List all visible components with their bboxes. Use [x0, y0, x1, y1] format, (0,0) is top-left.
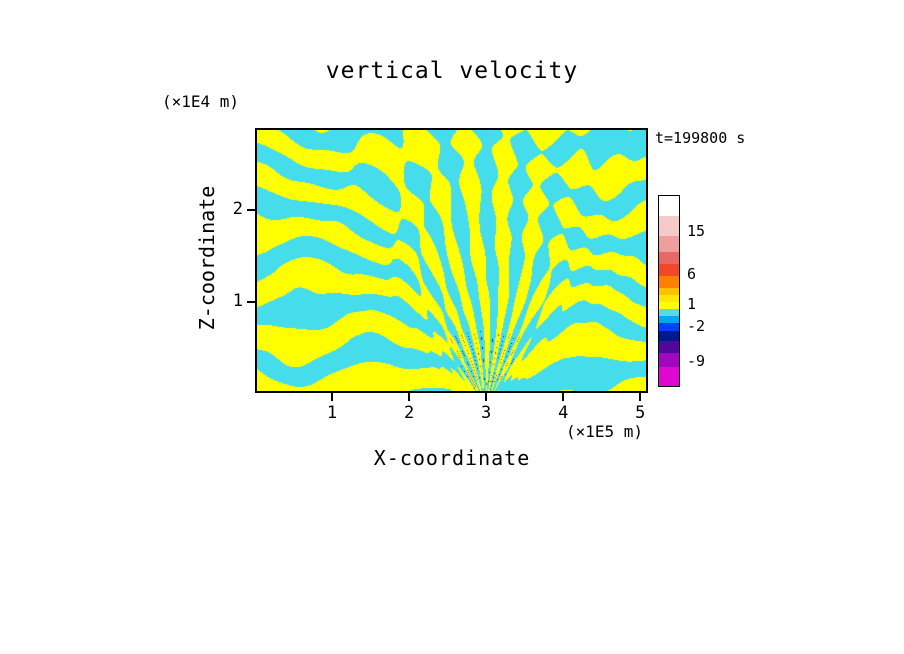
x-tick-mark — [331, 393, 334, 401]
colorbar-segment — [659, 264, 679, 276]
colorbar-segment — [659, 302, 679, 309]
colorbar-segment — [659, 353, 679, 367]
colorbar-segment — [659, 276, 679, 288]
y-axis-title: Z-coordinate — [195, 185, 219, 331]
x-axis-title: X-coordinate — [373, 446, 531, 470]
colorbar-label: 15 — [687, 222, 706, 240]
chart-title: vertical velocity — [325, 58, 579, 84]
y-tick-mark — [247, 209, 255, 212]
colorbar-label: -9 — [687, 352, 706, 370]
colorbar-segment — [659, 252, 679, 264]
y-tick-label: 2 — [232, 199, 243, 220]
x-tick-label: 1 — [326, 403, 338, 423]
x-tick-label: 5 — [635, 403, 646, 423]
colorbar-label: 6 — [687, 265, 697, 283]
colorbar-segment — [659, 236, 679, 252]
y-tick-mark — [247, 300, 255, 303]
contour-field-canvas — [257, 130, 646, 391]
timestamp-label: t=199800 s — [655, 129, 746, 147]
colorbar-segment — [659, 295, 679, 302]
colorbar-segment — [659, 196, 679, 216]
x-tick-mark — [408, 393, 411, 401]
y-axis-unit-label: (×1E4 m) — [162, 92, 240, 111]
x-tick-mark — [485, 393, 488, 401]
colorbar: 15 6 1 -2 -9 — [658, 195, 705, 387]
colorbar-label: -2 — [687, 317, 706, 335]
x-tick-label: 3 — [481, 403, 492, 423]
x-axis-unit-label: (×1E5 m) — [566, 422, 644, 441]
colorbar-labels: 15 6 1 -2 -9 — [659, 196, 705, 386]
x-tick-label: 4 — [558, 403, 569, 423]
x-tick-mark — [562, 393, 565, 401]
colorbar-segment — [659, 341, 679, 353]
colorbar-segment — [659, 288, 679, 295]
plot-area — [255, 128, 648, 393]
colorbar-segment — [659, 216, 679, 236]
colorbar-segments — [659, 196, 679, 386]
colorbar-segment — [659, 309, 679, 316]
x-tick-mark — [639, 393, 642, 401]
colorbar-segment — [659, 367, 679, 386]
colorbar-label: 1 — [687, 295, 697, 313]
colorbar-segment — [659, 331, 679, 341]
colorbar-segment — [659, 316, 679, 323]
colorbar-segment — [659, 323, 679, 331]
y-tick-label: 1 — [232, 290, 243, 311]
x-tick-label: 2 — [403, 403, 415, 423]
